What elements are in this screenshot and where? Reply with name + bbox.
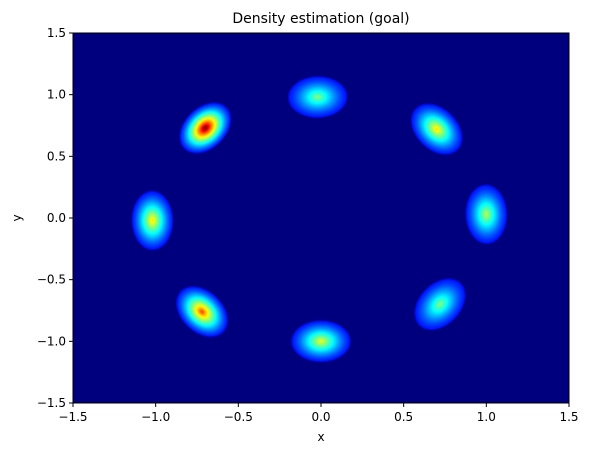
density-level (151, 219, 154, 222)
density-cluster (410, 103, 463, 155)
density-level (319, 340, 323, 343)
x-tick-label: 0.5 (394, 410, 413, 424)
y-tick-label: −0.5 (37, 273, 66, 287)
x-tick-label: −1.5 (58, 410, 87, 424)
density-level (204, 126, 207, 130)
x-tick-label: 0.0 (311, 410, 330, 424)
density-clusters (131, 76, 508, 363)
density-cluster (465, 184, 508, 245)
density-level (200, 310, 204, 313)
density-cluster (414, 278, 466, 331)
y-tick-label: −1.0 (37, 334, 66, 348)
chart-title: Density estimation (goal) (232, 11, 409, 27)
x-axis-label: x (317, 430, 324, 444)
y-tick-label: 0.0 (47, 211, 66, 225)
y-axis-ticks: −1.5 −1.0 −0.5 0.0 0.5 1.0 1.5 (37, 26, 73, 410)
y-tick-label: 0.5 (47, 149, 66, 163)
x-tick-label: −0.5 (224, 410, 253, 424)
x-tick-label: −1.0 (141, 410, 170, 424)
plot-area (73, 33, 569, 403)
density-cluster (287, 76, 348, 119)
x-tick-label: 1.5 (559, 410, 578, 424)
y-tick-label: −1.5 (37, 396, 66, 410)
density-cluster (291, 320, 351, 363)
y-axis-label: y (10, 214, 24, 221)
density-level (435, 128, 438, 131)
density-cluster (175, 286, 229, 338)
density-cluster (179, 102, 232, 154)
density-level (316, 96, 320, 99)
y-tick-label: 1.0 (47, 88, 66, 102)
x-tick-label: 1.0 (477, 410, 496, 424)
density-cluster (131, 190, 174, 251)
density-level (438, 303, 442, 306)
density-level (485, 212, 488, 216)
y-tick-label: 1.5 (47, 26, 66, 40)
x-axis-ticks: −1.5 −1.0 −0.5 0.0 0.5 1.0 1.5 (58, 403, 579, 424)
